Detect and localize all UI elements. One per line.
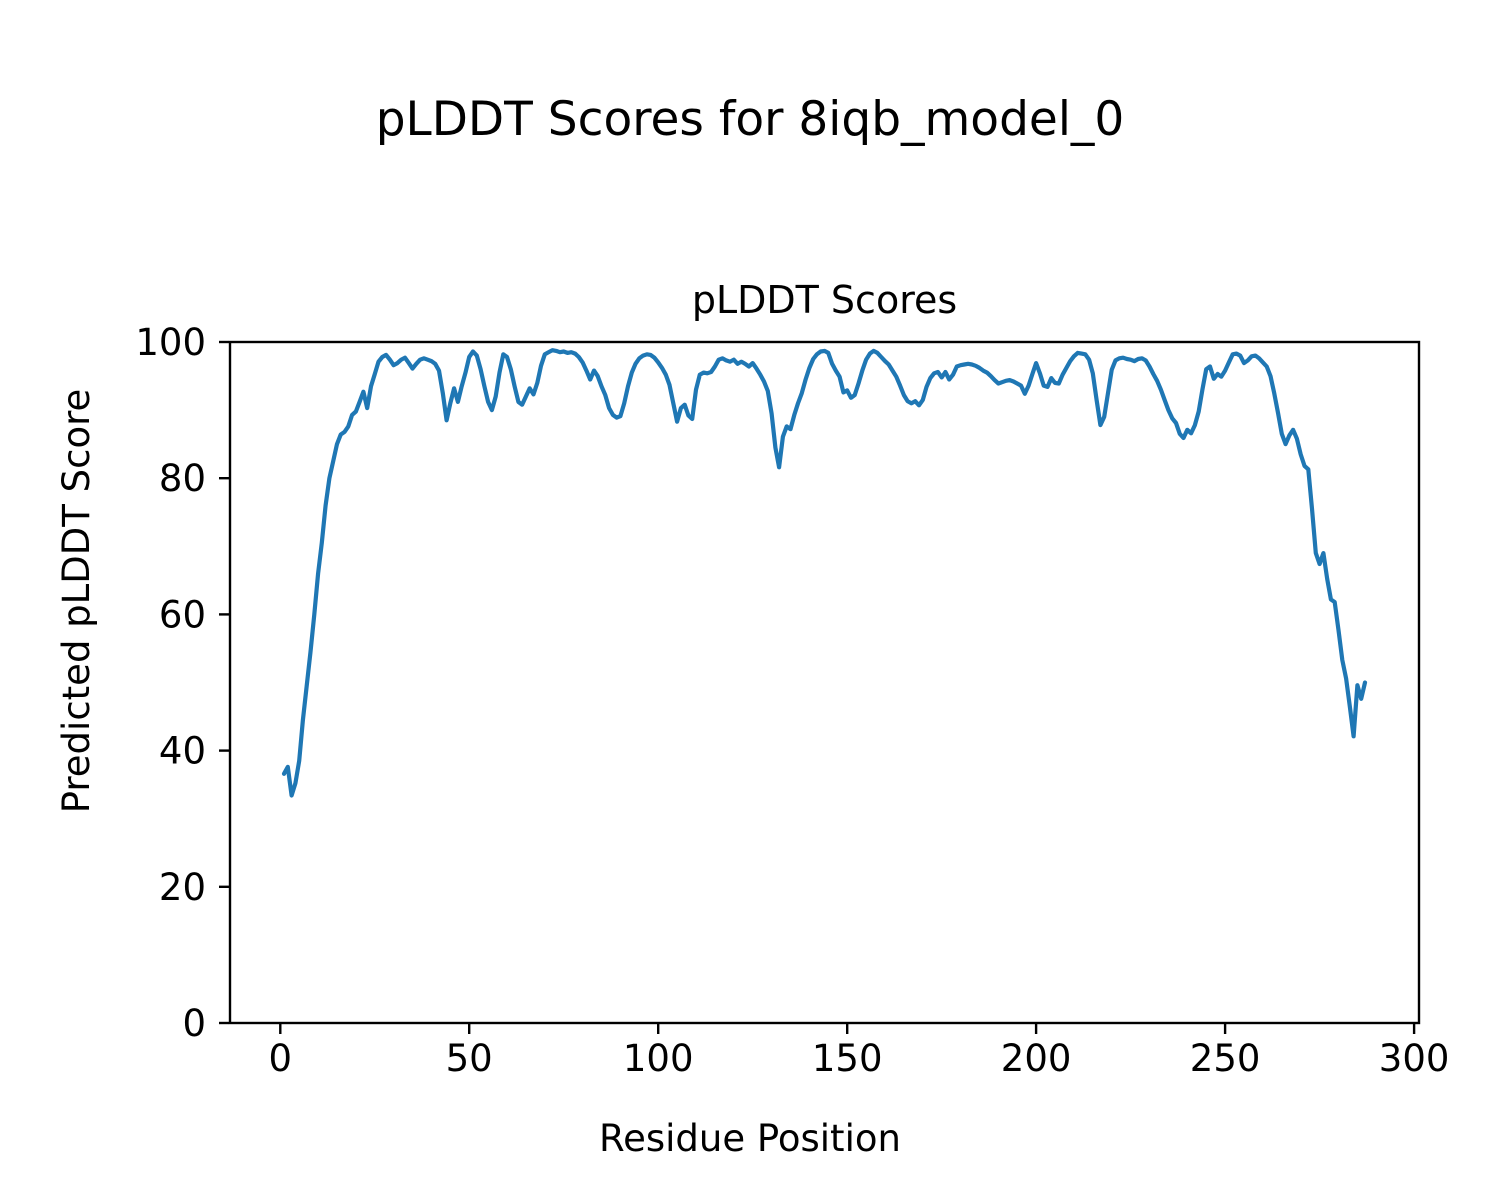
x-axis-label: Residue Position bbox=[599, 1117, 901, 1160]
axes-title: pLDDT Scores bbox=[691, 278, 958, 322]
y-ticks: 0 20 40 60 80 100 bbox=[135, 321, 229, 1045]
x-ticks: 0 50 100 150 200 250 300 bbox=[269, 1024, 1450, 1080]
y-tick-label: 40 bbox=[159, 730, 206, 773]
y-tick-label: 100 bbox=[135, 321, 206, 364]
axes-box bbox=[228, 340, 1421, 1025]
x-tick-label: 50 bbox=[446, 1037, 493, 1080]
y-tick-label: 80 bbox=[159, 457, 206, 500]
plddt-line bbox=[281, 348, 1368, 798]
x-tick-label: 250 bbox=[1190, 1037, 1261, 1080]
y-tick-label: 20 bbox=[159, 866, 206, 909]
x-tick-label: 300 bbox=[1379, 1037, 1450, 1080]
y-tick-label: 0 bbox=[182, 1002, 206, 1045]
x-tick-label: 0 bbox=[269, 1037, 293, 1080]
x-tick-label: 150 bbox=[812, 1037, 883, 1080]
x-tick-label: 100 bbox=[623, 1037, 694, 1080]
figure-title: pLDDT Scores for 8iqb_model_0 bbox=[375, 92, 1125, 147]
x-tick-label: 200 bbox=[1001, 1037, 1072, 1080]
y-tick-label: 60 bbox=[159, 593, 206, 636]
